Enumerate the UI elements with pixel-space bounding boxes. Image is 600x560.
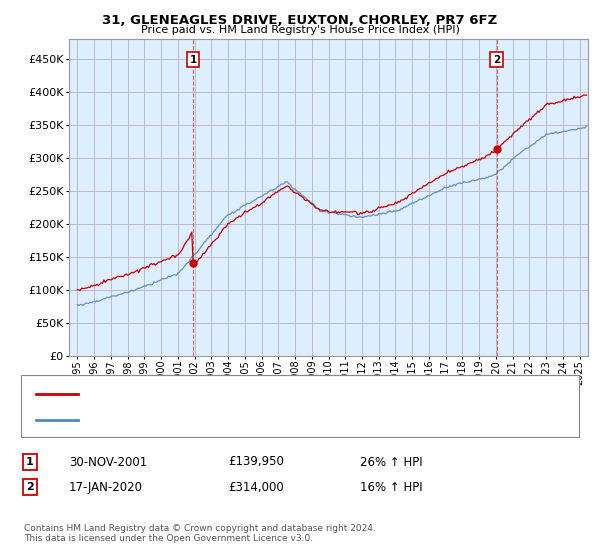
Text: 30-NOV-2001: 30-NOV-2001 (69, 455, 147, 469)
Text: 2: 2 (493, 55, 500, 65)
Text: 31, GLENEAGLES DRIVE, EUXTON, CHORLEY, PR7 6FZ (detached house): 31, GLENEAGLES DRIVE, EUXTON, CHORLEY, P… (84, 389, 457, 399)
Text: Contains HM Land Registry data © Crown copyright and database right 2024.
This d: Contains HM Land Registry data © Crown c… (24, 524, 376, 543)
Text: 26% ↑ HPI: 26% ↑ HPI (360, 455, 422, 469)
Text: £139,950: £139,950 (228, 455, 284, 469)
Text: 31, GLENEAGLES DRIVE, EUXTON, CHORLEY, PR7 6FZ: 31, GLENEAGLES DRIVE, EUXTON, CHORLEY, P… (103, 14, 497, 27)
Text: 1: 1 (26, 457, 34, 467)
Text: £314,000: £314,000 (228, 480, 284, 494)
Text: 17-JAN-2020: 17-JAN-2020 (69, 480, 143, 494)
Text: 2: 2 (26, 482, 34, 492)
Text: 1: 1 (190, 55, 197, 65)
Text: HPI: Average price, detached house, Chorley: HPI: Average price, detached house, Chor… (84, 415, 317, 425)
Text: 16% ↑ HPI: 16% ↑ HPI (360, 480, 422, 494)
Text: Price paid vs. HM Land Registry's House Price Index (HPI): Price paid vs. HM Land Registry's House … (140, 25, 460, 35)
